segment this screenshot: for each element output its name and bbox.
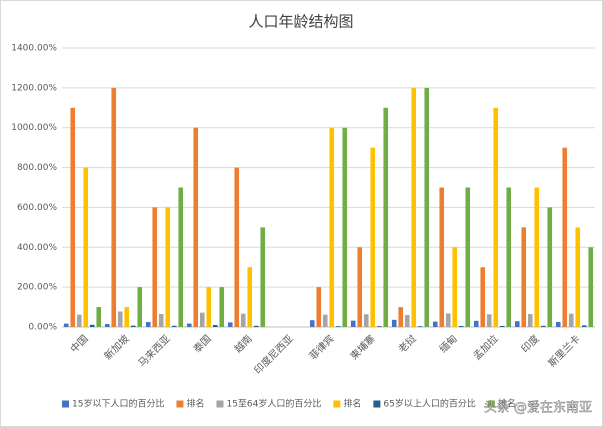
bar: [70, 107, 76, 328]
bar: [186, 323, 192, 327]
bar: [521, 227, 527, 327]
bar: [547, 207, 553, 327]
bar: [458, 326, 464, 327]
chart-title: 人口年龄结构图: [248, 13, 353, 31]
bar: [465, 187, 471, 327]
bar: [247, 267, 253, 327]
legend-label: 15至64岁人口的百分比: [226, 398, 321, 410]
y-tick-label: 800.00%: [17, 163, 57, 173]
bar: [124, 307, 130, 327]
bar: [342, 127, 348, 327]
bar: [581, 325, 587, 327]
legend-swatch: [373, 400, 381, 408]
bar: [452, 247, 458, 327]
bar: [363, 314, 369, 327]
watermark: 头条 @爱在东南亚: [484, 400, 592, 416]
bar: [480, 267, 486, 327]
y-tick-label: 1400.00%: [11, 44, 57, 54]
legend-swatch: [333, 400, 341, 408]
bar: [165, 207, 171, 327]
y-tick-label: 600.00%: [17, 203, 57, 213]
bar: [316, 287, 322, 327]
bar: [309, 320, 315, 327]
bar: [370, 147, 376, 327]
y-tick-label: 1000.00%: [11, 123, 57, 133]
bar: [575, 227, 581, 327]
legend-swatch: [176, 400, 184, 408]
bar: [199, 312, 205, 327]
bar: [555, 322, 561, 327]
bar: [514, 321, 520, 327]
bar: [83, 167, 89, 327]
bar: [329, 127, 335, 327]
bar: [76, 314, 82, 327]
bar: [212, 325, 218, 327]
y-tick-label: 200.00%: [17, 283, 57, 293]
bar: [493, 107, 499, 328]
bar: [411, 87, 417, 327]
bar: [158, 314, 164, 327]
bar: [404, 315, 410, 327]
bar: [152, 207, 158, 327]
y-tick-label: 1200.00%: [11, 83, 57, 93]
bar: [104, 324, 110, 327]
bar: [193, 127, 199, 327]
legend-label: 15岁以下人口的百分比: [72, 398, 164, 410]
bar: [350, 320, 356, 327]
y-tick-label: 0.00%: [28, 323, 57, 333]
bar: [445, 313, 451, 327]
bar: [357, 247, 363, 327]
bar: [335, 326, 341, 327]
bar: [473, 320, 479, 327]
legend-swatch: [62, 400, 69, 408]
legend-label: 65岁以上人口的百分比: [383, 398, 475, 410]
bar: [206, 287, 212, 327]
bar: [562, 147, 568, 327]
bar: [130, 325, 136, 327]
bar: [527, 314, 533, 327]
legend-swatch: [216, 400, 224, 408]
y-tick-label: 400.00%: [17, 243, 57, 253]
bar: [568, 313, 574, 327]
legend-swatch: [487, 400, 495, 408]
bar: [383, 107, 389, 328]
legend-label: 排名: [186, 398, 204, 410]
bar: [540, 325, 546, 327]
bar: [145, 322, 151, 327]
bar: [219, 287, 225, 327]
bar: [111, 87, 117, 327]
bar: [432, 321, 438, 327]
bar: [322, 314, 328, 327]
legend-label: 排名: [498, 398, 516, 410]
bar: [391, 319, 397, 327]
bar: [171, 325, 177, 327]
bar: [117, 311, 123, 327]
bar: [424, 87, 430, 327]
bar: [376, 326, 382, 327]
bar: [63, 323, 69, 327]
bar: [234, 167, 240, 327]
legend-label: 排名: [343, 398, 361, 410]
bar: [439, 187, 445, 327]
bar: [506, 187, 512, 327]
bar: [240, 313, 246, 327]
bar: [534, 187, 540, 327]
bar: [89, 324, 95, 327]
bar: [417, 326, 423, 327]
bar: [178, 187, 184, 327]
bar: [253, 325, 259, 327]
bar: [96, 307, 102, 327]
bar: [398, 307, 404, 327]
bar: [137, 287, 143, 327]
bar: [227, 322, 233, 327]
bar: [486, 314, 492, 327]
bar: [260, 227, 266, 327]
bar: [499, 326, 505, 327]
bar: [588, 247, 594, 327]
